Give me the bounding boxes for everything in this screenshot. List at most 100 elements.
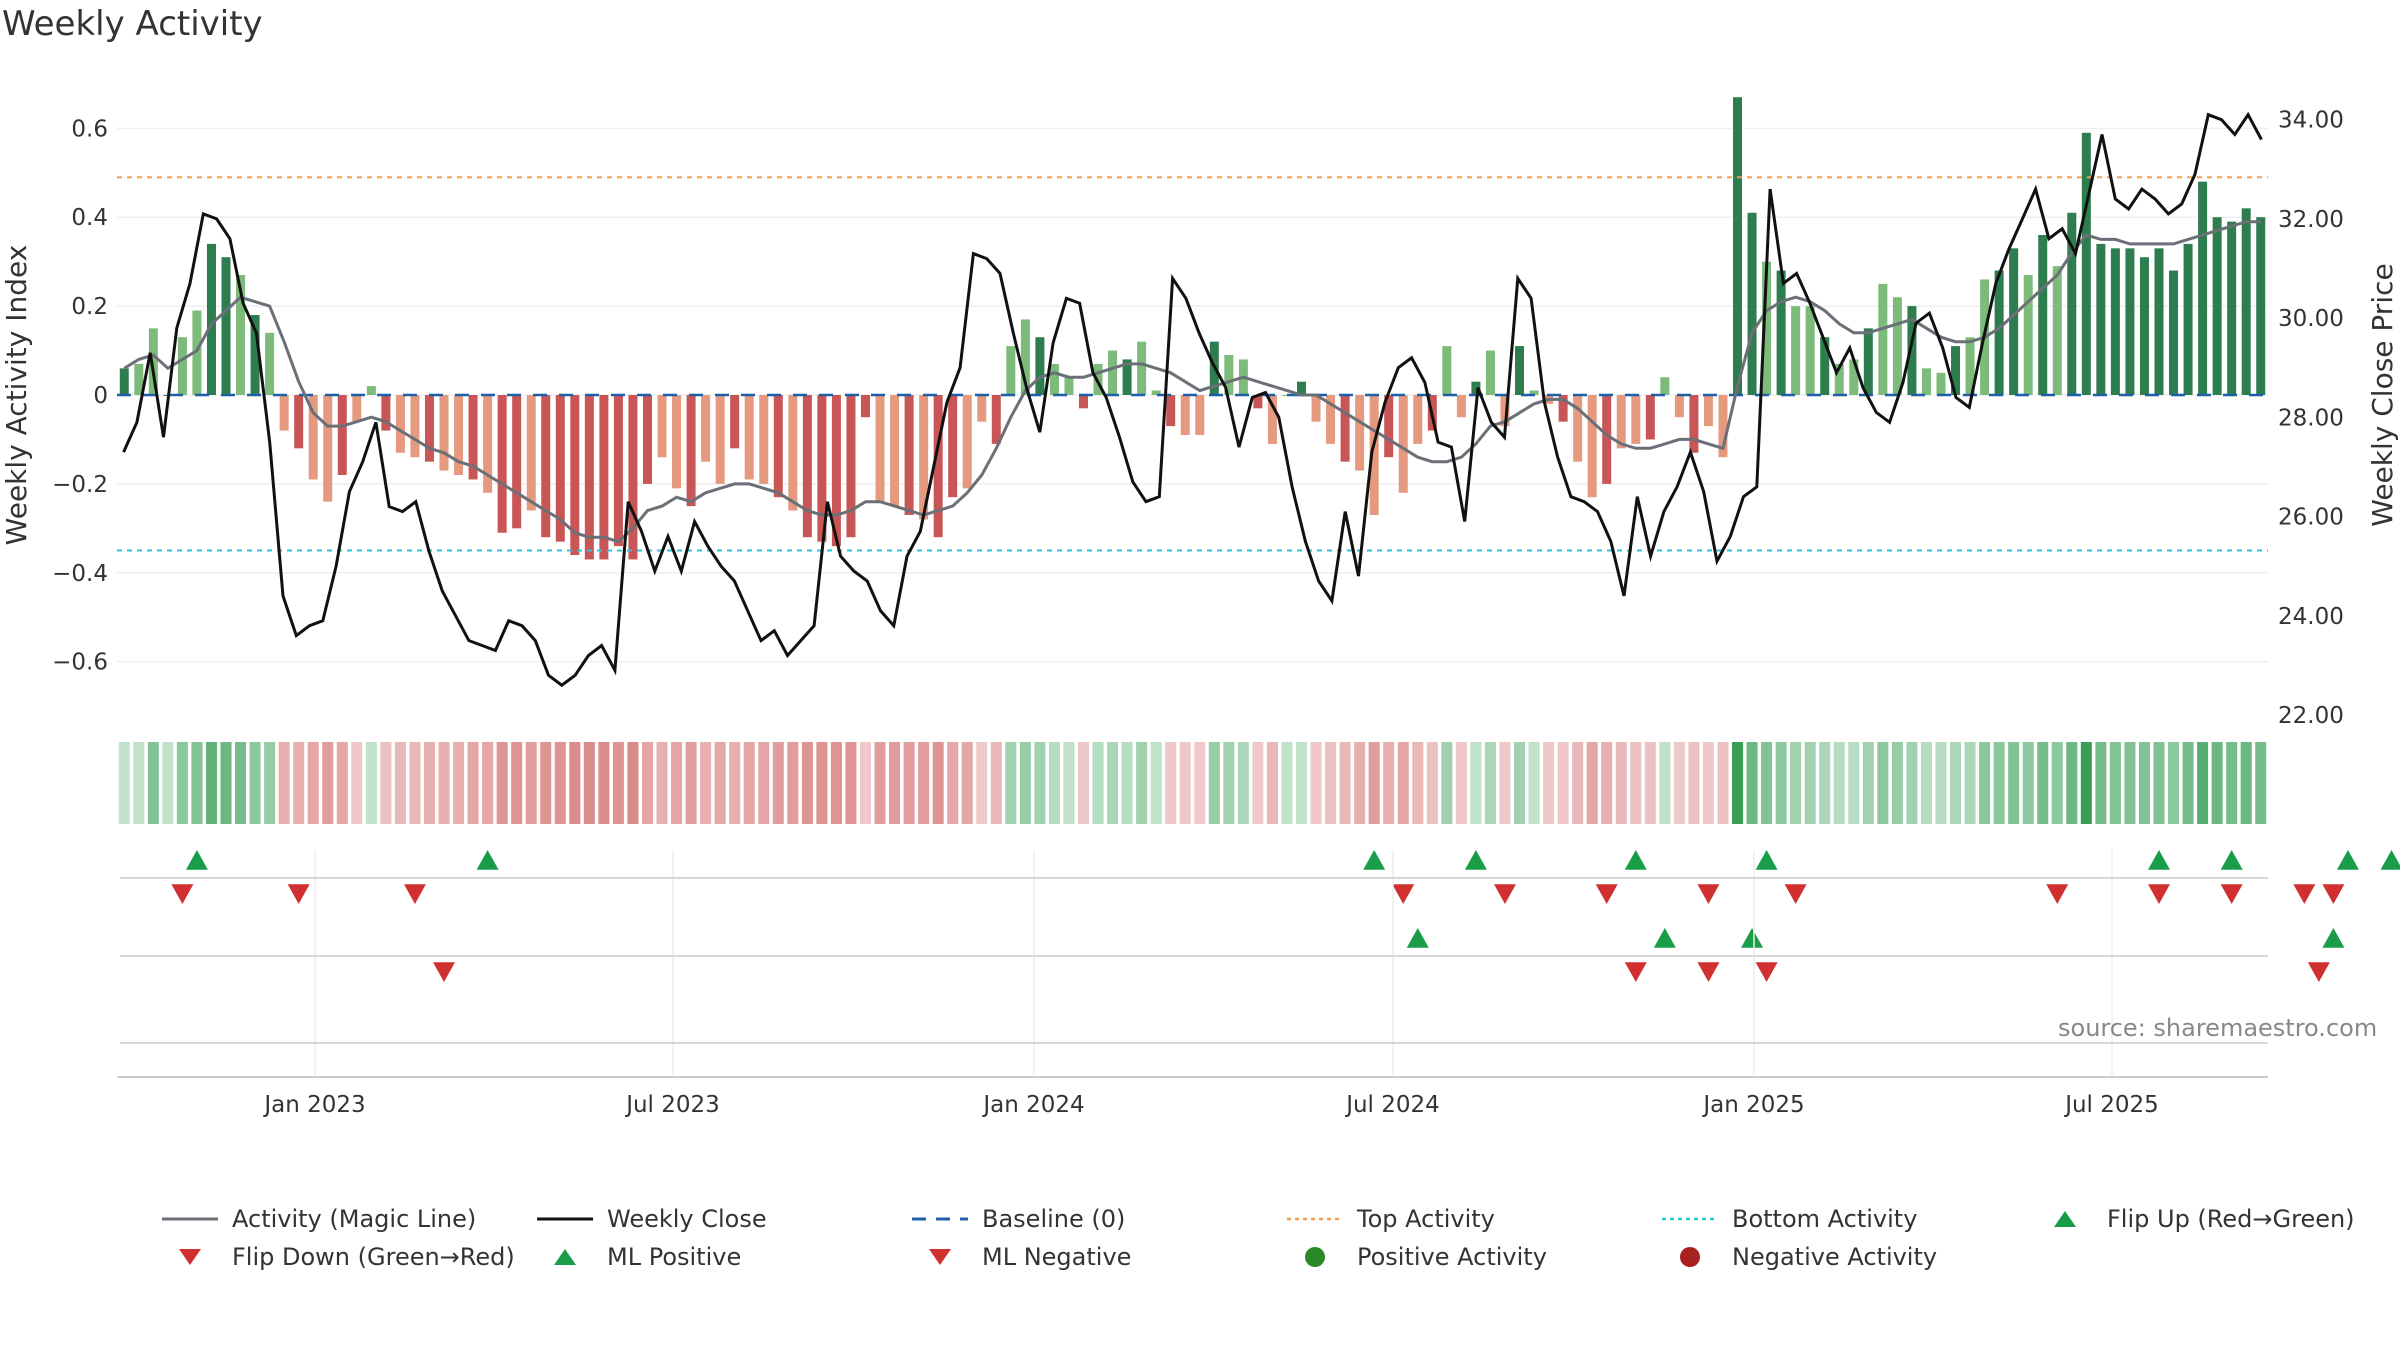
ribbon-cell xyxy=(2197,742,2209,824)
activity-bar xyxy=(1311,395,1321,422)
ribbon-cell xyxy=(1862,742,1874,824)
activity-bar xyxy=(831,395,841,547)
ml-positive-marker xyxy=(1741,928,1764,948)
ribbon-cell xyxy=(1077,742,1090,824)
activity-bar xyxy=(846,395,856,538)
activity-bar xyxy=(366,386,376,395)
ribbon-cell xyxy=(1920,742,1932,824)
activity-bar xyxy=(294,395,304,449)
activity-bar xyxy=(1660,377,1670,395)
ribbon-cell xyxy=(1993,742,2005,824)
axes: 0.6 0.4 0.2 0 −0.2 −0.4 −0.6 34.00 32.00 30.00 28.… xyxy=(0,108,2399,729)
flip-down-marker xyxy=(1697,884,1720,904)
activity-bar xyxy=(483,395,493,493)
ribbon-cell xyxy=(1383,742,1395,824)
activity-bar xyxy=(991,395,1001,444)
ribbon-cell xyxy=(1048,742,1060,824)
activity-bar xyxy=(1791,306,1801,395)
ribbon-cell xyxy=(409,742,421,824)
ribbon-cell xyxy=(1237,742,1249,824)
activity-bar xyxy=(1907,306,1917,395)
legend-label: ML Positive xyxy=(607,1243,742,1271)
ribbon-cell xyxy=(1877,742,1889,824)
dot-orange-icon xyxy=(1285,1209,1357,1229)
ribbon-cell xyxy=(859,742,872,824)
activity-bar xyxy=(2096,243,2106,395)
ml-negative-marker xyxy=(433,962,456,982)
ribbon-cell xyxy=(758,742,770,824)
activity-bar xyxy=(1747,212,1757,395)
ribbon-cell xyxy=(1717,742,1729,824)
activity-bar xyxy=(2241,208,2251,395)
activity-bar xyxy=(1326,395,1336,444)
activity-bar xyxy=(773,395,783,498)
ribbon-cell xyxy=(845,742,857,824)
activity-bar xyxy=(1020,319,1030,395)
ribbon-cell xyxy=(438,742,450,824)
circle-red-icon xyxy=(1660,1246,1732,1268)
activity-bar xyxy=(1994,270,2004,395)
ribbon-cell xyxy=(2124,742,2136,824)
activity-bars xyxy=(119,97,2266,560)
activity-bar xyxy=(1006,346,1016,395)
ribbon-cell xyxy=(1107,742,1119,824)
flip-up-marker xyxy=(2147,850,2170,870)
y-tick-right: 24.00 xyxy=(2278,604,2344,630)
activity-bar xyxy=(1035,337,1045,395)
ribbon-cell xyxy=(322,742,334,824)
flip-up-marker xyxy=(1624,850,1647,870)
activity-bar xyxy=(1718,395,1728,458)
flip-down-marker xyxy=(403,884,426,904)
ribbon-cell xyxy=(1136,742,1148,824)
circle-green-icon xyxy=(1285,1246,1357,1268)
ribbon-cell xyxy=(380,742,392,824)
activity-bar xyxy=(802,395,812,538)
activity-bar xyxy=(439,395,449,471)
y-tick-left: −0.2 xyxy=(52,472,108,498)
ribbon-cell xyxy=(496,742,508,824)
ribbon-cell xyxy=(1557,742,1569,824)
ribbon-cell xyxy=(540,742,552,824)
activity-bar xyxy=(919,395,929,520)
ribbon-cell xyxy=(1426,742,1438,824)
activity-bar xyxy=(323,395,333,502)
activity-bar xyxy=(1108,350,1118,395)
activity-bar xyxy=(2139,257,2149,395)
y-tick-right: 32.00 xyxy=(2278,207,2344,233)
legend-label: Positive Activity xyxy=(1357,1243,1547,1271)
ribbon-cell xyxy=(1848,742,1860,824)
activity-bar xyxy=(308,395,318,480)
ribbon-cell xyxy=(627,742,639,824)
activity-bar xyxy=(686,395,696,507)
triangle-up-green-icon xyxy=(2035,1208,2107,1230)
legend-item: Weekly Close xyxy=(535,1205,767,1233)
legend-label: Baseline (0) xyxy=(982,1205,1126,1233)
ribbon-cell xyxy=(1368,742,1380,824)
activity-bar xyxy=(1369,395,1379,515)
y-tick-right: 28.00 xyxy=(2278,405,2344,431)
legend-item: Activity (Magic Line) xyxy=(160,1205,476,1233)
ribbon-cell xyxy=(1005,742,1017,824)
ribbon-cell xyxy=(2240,742,2252,824)
ribbon-cell xyxy=(2051,742,2063,824)
ribbon-cell xyxy=(1528,742,1540,824)
activity-bar xyxy=(1137,341,1147,395)
ribbon-cell xyxy=(1092,742,1104,824)
activity-bar xyxy=(1151,390,1161,395)
chart-title: Weekly Activity xyxy=(2,4,263,44)
flip-down-marker xyxy=(1493,884,1516,904)
ribbon-cell xyxy=(569,742,581,824)
ribbon-cell xyxy=(641,742,654,824)
x-tick-label: Jan 2025 xyxy=(1701,1092,1804,1118)
ribbon-cell xyxy=(554,742,566,824)
ribbon-cell xyxy=(336,742,348,824)
activity-chart: 0.6 0.4 0.2 0 −0.2 −0.4 −0.6 34.00 32.00 30.00 28.… xyxy=(0,97,2400,1118)
y-tick-right: 30.00 xyxy=(2278,306,2344,332)
legend-label: Bottom Activity xyxy=(1732,1205,1918,1233)
y-tick-left: 0 xyxy=(93,383,108,409)
ml-positive-marker xyxy=(1653,928,1676,948)
activity-bar xyxy=(1805,306,1815,395)
flip-up-marker xyxy=(1755,850,1778,870)
ribbon-cell xyxy=(2255,742,2267,824)
ribbon-cell xyxy=(1702,742,1714,824)
